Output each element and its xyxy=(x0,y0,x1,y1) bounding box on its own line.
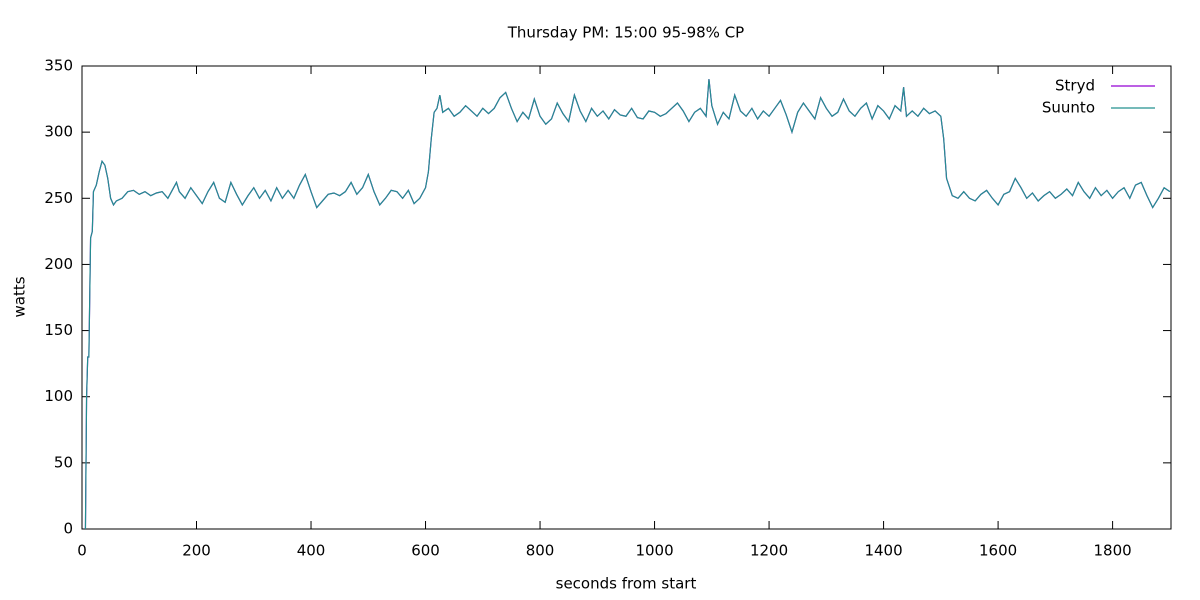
y-axis-label: watts xyxy=(11,276,29,317)
series-line xyxy=(84,79,1171,530)
x-tick-label: 1800 xyxy=(1094,542,1132,560)
y-tick-label: 150 xyxy=(44,321,73,339)
y-tick-label: 200 xyxy=(44,255,73,273)
x-tick-label: 1400 xyxy=(864,542,902,560)
y-tick-label: 100 xyxy=(44,387,73,405)
x-tick-label: 200 xyxy=(182,542,211,560)
legend-label: Suunto xyxy=(1042,99,1095,117)
x-tick-label: 1000 xyxy=(635,542,673,560)
legend-label: Stryd xyxy=(1055,77,1095,95)
y-tick-label: 350 xyxy=(44,57,73,75)
series-line xyxy=(84,79,1171,530)
y-tick-label: 50 xyxy=(54,453,73,471)
chart-title: Thursday PM: 15:00 95-98% CP xyxy=(507,24,744,42)
x-tick-label: 800 xyxy=(526,542,555,560)
y-tick-label: 250 xyxy=(44,189,73,207)
x-axis-label: seconds from start xyxy=(556,575,697,593)
x-tick-label: 1600 xyxy=(979,542,1017,560)
x-tick-label: 400 xyxy=(297,542,326,560)
x-tick-label: 1200 xyxy=(750,542,788,560)
y-tick-label: 0 xyxy=(63,520,73,538)
x-tick-label: 0 xyxy=(77,542,87,560)
y-tick-label: 300 xyxy=(44,123,73,141)
x-tick-label: 600 xyxy=(411,542,440,560)
plot-border xyxy=(81,65,1172,530)
